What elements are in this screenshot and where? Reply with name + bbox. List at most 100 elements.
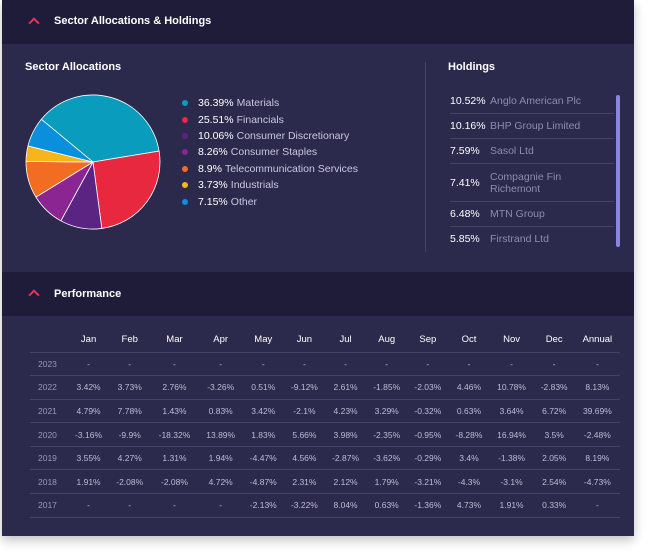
year-cell: 2022: [30, 375, 68, 400]
table-cell: 1.31%: [150, 446, 199, 471]
table-cell: 39.69%: [574, 399, 620, 424]
legend-item: 3.73% Industrials: [182, 177, 358, 193]
legend-pct: 36.39%: [198, 97, 234, 110]
sector-section-header[interactable]: Sector Allocations & Holdings: [2, 0, 634, 44]
table-cell: 4.79%: [68, 399, 110, 424]
table-cell: -0.32%: [407, 399, 449, 424]
table-cell: -18.32%: [150, 422, 199, 447]
table-cell: -3.62%: [366, 446, 408, 471]
table-row: 2018 1.91% -2.08% -2.08% 4.72% -4.87% 2.31% 2.1…: [30, 469, 620, 495]
table-row: 2020 -3.16% -9.9% -18.32% 13.89% 1.83% 5.66% 3.…: [30, 422, 620, 447]
column-header: Jan: [68, 328, 110, 353]
table-row: 2017- - - - -2.13% -3.22% 8.04% 0.63% -1.36% 4.73…: [30, 493, 620, 518]
holdings-title: Holdings: [448, 61, 496, 73]
fund-details-card: Sector Allocations & Holdings Sector All…: [2, 0, 634, 536]
holding-item[interactable]: 10.16% BHP Group Limited: [450, 114, 614, 139]
table-cell: -9.9%: [109, 422, 151, 447]
legend-name: Industrials: [230, 179, 279, 192]
column-header: Nov: [489, 328, 534, 353]
table-cell: 3.42%: [242, 399, 284, 424]
section-title: Performance: [54, 288, 122, 300]
performance-section-header[interactable]: Performance: [2, 272, 634, 316]
table-cell: -3.22%: [283, 493, 325, 518]
holdings-list[interactable]: 10.52% Anglo American Plc 10.16% BHP Group …: [450, 88, 614, 251]
performance-table: Jan Feb Mar Apr May Jun Jul Aug Sep Oct Nov Dec Annu…: [30, 328, 620, 518]
table-cell: -3.26%: [198, 375, 243, 400]
holding-name: Anglo American Plc: [490, 94, 582, 107]
table-cell: -: [533, 352, 575, 377]
holding-item[interactable]: 7.41% Compagnie Fin Richemont: [450, 164, 614, 202]
table-cell: 3.73%: [109, 375, 151, 400]
legend-name: Financials: [236, 113, 284, 126]
holding-pct: 7.59%: [450, 145, 480, 157]
table-cell: -: [489, 352, 534, 377]
table-cell: 3.5%: [533, 422, 575, 447]
table-cell: -: [366, 352, 408, 377]
table-cell: 7.78%: [109, 399, 151, 424]
table-cell: -: [574, 352, 620, 377]
legend-item: 25.51% Financials: [182, 111, 358, 127]
table-cell: 2.05%: [533, 446, 575, 471]
legend-item: 10.06% Consumer Discretionary: [182, 128, 358, 144]
table-cell: 2.54%: [533, 469, 575, 495]
table-cell: 4.72%: [198, 469, 243, 495]
table-cell: -2.35%: [366, 422, 408, 447]
holding-item[interactable]: 6.48% MTN Group: [450, 202, 614, 227]
table-cell: 3.42%: [68, 375, 110, 400]
holding-name: Compagnie Fin Richemont: [490, 170, 562, 195]
sector-legend: 36.39% Materials 25.51% Financials 10.06% Con…: [182, 95, 358, 210]
pie-slice: [92, 150, 161, 229]
holding-item[interactable]: 10.52% Anglo American Plc: [450, 88, 614, 114]
holding-item[interactable]: 7.59% Sasol Ltd: [450, 139, 614, 164]
table-cell: -9.12%: [283, 375, 325, 400]
table-cell: -: [242, 352, 284, 377]
table-cell: 3.55%: [68, 446, 110, 471]
table-cell: -8.28%: [448, 422, 490, 447]
panel-divider: [425, 62, 426, 252]
table-cell: -1.38%: [489, 446, 534, 471]
legend-dot: [182, 132, 188, 139]
table-cell: 8.13%: [574, 375, 620, 400]
year-cell: 2021: [30, 399, 68, 424]
table-cell: 10.78%: [489, 375, 534, 400]
holding-pct: 6.48%: [450, 208, 480, 220]
legend-dot: [182, 149, 188, 156]
holding-name: Firstrand Ltd: [490, 233, 549, 245]
column-header: Feb: [109, 328, 151, 353]
holding-item[interactable]: 5.85% Firstrand Ltd: [450, 227, 614, 251]
table-cell: 4.27%: [109, 446, 151, 471]
holding-name: MTN Group: [490, 208, 545, 220]
table-cell: 16.94%: [489, 422, 534, 447]
column-header: May: [242, 328, 284, 353]
table-cell: 0.51%: [242, 375, 284, 400]
table-cell: 0.33%: [533, 493, 575, 518]
legend-name: Telecommunication Services: [224, 162, 358, 175]
table-cell: 2.31%: [283, 469, 325, 495]
table-cell: -: [448, 352, 490, 377]
sector-pie-chart: [25, 94, 161, 230]
legend-dot: [182, 165, 188, 172]
table-cell: -: [324, 352, 367, 377]
table-cell: 1.91%: [68, 469, 110, 495]
legend-dot: [182, 182, 188, 189]
legend-pct: 25.51%: [198, 113, 234, 126]
table-cell: 6.72%: [533, 399, 575, 424]
chevron-up-icon[interactable]: [28, 17, 40, 29]
chevron-up-icon[interactable]: [28, 289, 40, 301]
holdings-scrollbar[interactable]: [616, 95, 620, 247]
table-cell: -3.16%: [68, 422, 110, 447]
table-cell: -: [68, 493, 110, 518]
table-cell: -2.87%: [324, 446, 367, 471]
table-cell: -2.1%: [283, 399, 325, 424]
table-cell: -: [407, 352, 449, 377]
year-cell: 2017: [30, 493, 68, 518]
table-cell: 8.19%: [574, 446, 620, 471]
table-cell: -: [198, 493, 243, 518]
legend-dot: [182, 198, 188, 205]
legend-item: 8.26% Consumer Staples: [182, 144, 358, 160]
table-row: 2023- - - - - - - - - - - - -: [30, 352, 620, 377]
table-cell: -2.08%: [150, 469, 199, 495]
legend-dot: [182, 116, 188, 123]
holding-name: Sasol Ltd: [490, 145, 534, 157]
table-cell: 2.61%: [324, 375, 367, 400]
